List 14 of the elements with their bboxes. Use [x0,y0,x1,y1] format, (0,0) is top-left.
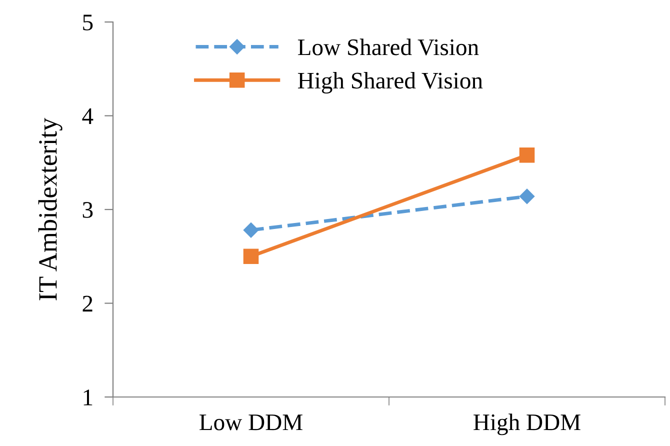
y-tick-label: 4 [82,108,94,124]
legend-label: Low Shared Vision [298,38,479,56]
x-tick-label: Low DDM [200,414,302,430]
legend-label: High Shared Vision [298,72,483,94]
point [519,147,535,163]
point [519,188,535,204]
point [243,222,259,238]
y-tick-label: 2 [82,296,92,312]
point [243,248,259,264]
y-tick-label: 3 [82,202,93,218]
x-tick-label: High DDM [474,414,580,436]
y-axis-title: IT Ambidexterity [38,118,62,300]
y-tick-label: 1 [84,390,92,406]
y-tick-label: 5 [83,14,93,30]
